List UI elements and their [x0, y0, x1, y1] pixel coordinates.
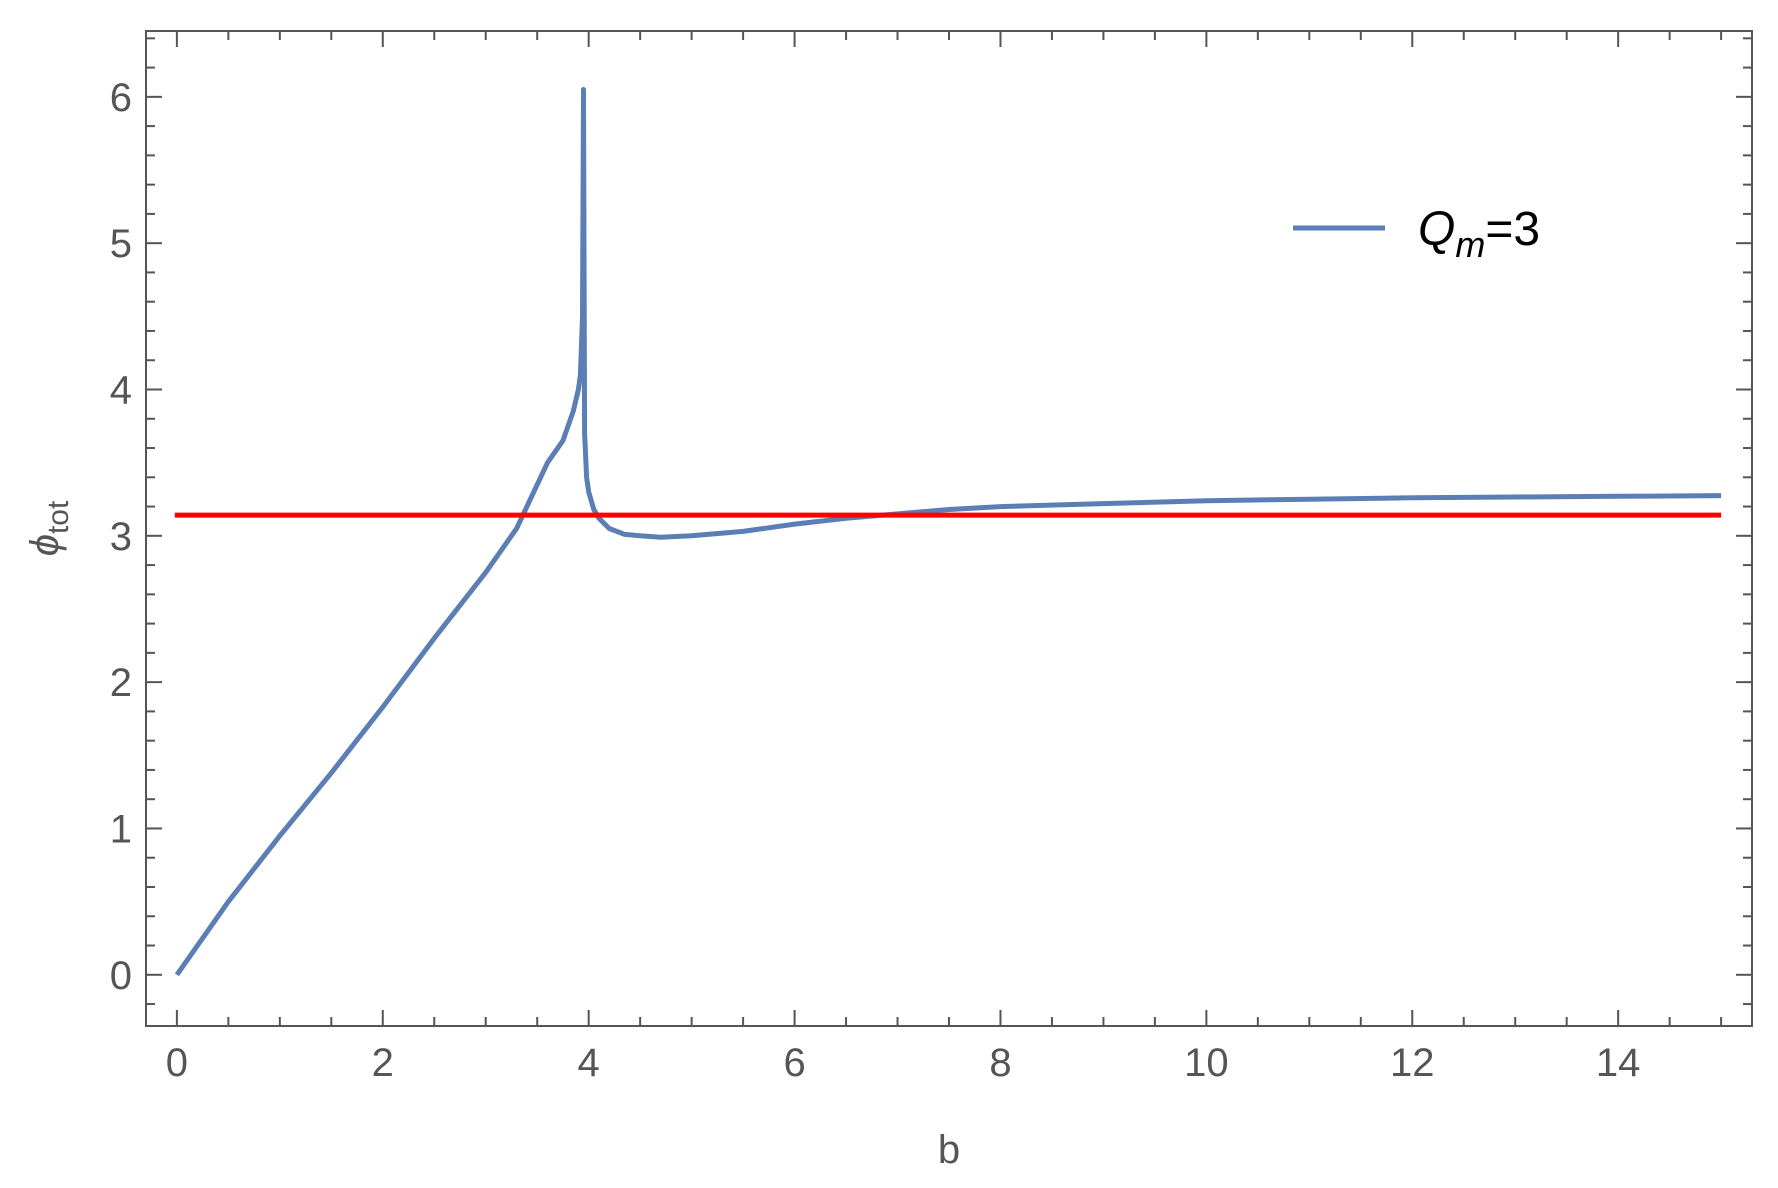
major-ticks	[146, 31, 1752, 1026]
legend-label-suffix: =3	[1485, 203, 1540, 256]
y-tick-label: 4	[110, 368, 132, 412]
x-tick-label: 6	[783, 1041, 805, 1085]
x-tick-labels: 0 2 4 6 8 10 12 14	[166, 1041, 1641, 1085]
legend-label-subscript: m	[1455, 224, 1485, 265]
legend-label: Qm=3	[1418, 203, 1540, 265]
x-tick-label: 0	[166, 1041, 188, 1085]
y-tick-label: 1	[110, 807, 132, 851]
y-tick-labels: 0 1 2 3 4 5 6	[110, 76, 132, 998]
y-tick-label: 3	[110, 515, 132, 559]
x-axis-title: b	[938, 1128, 960, 1172]
y-tick-label: 2	[110, 661, 132, 705]
x-tick-label: 2	[372, 1041, 394, 1085]
legend: Qm=3	[1293, 203, 1540, 265]
y-axis-title: ϕtot	[23, 500, 75, 556]
y-axis-title-subscript: tot	[42, 500, 75, 534]
y-tick-label: 0	[110, 954, 132, 998]
plot-frame	[145, 30, 1753, 1027]
x-tick-label: 12	[1390, 1041, 1435, 1085]
x-tick-label: 14	[1596, 1041, 1641, 1085]
y-axis-title-symbol: ϕ	[23, 534, 67, 556]
legend-label-symbol: Q	[1418, 203, 1455, 256]
x-tick-label: 4	[578, 1041, 600, 1085]
x-tick-label: 10	[1184, 1041, 1229, 1085]
series-layer	[174, 87, 1722, 977]
y-tick-label: 6	[110, 76, 132, 120]
minor-ticks	[146, 31, 1752, 1026]
x-tick-label: 8	[989, 1041, 1011, 1085]
y-tick-label: 5	[110, 222, 132, 266]
